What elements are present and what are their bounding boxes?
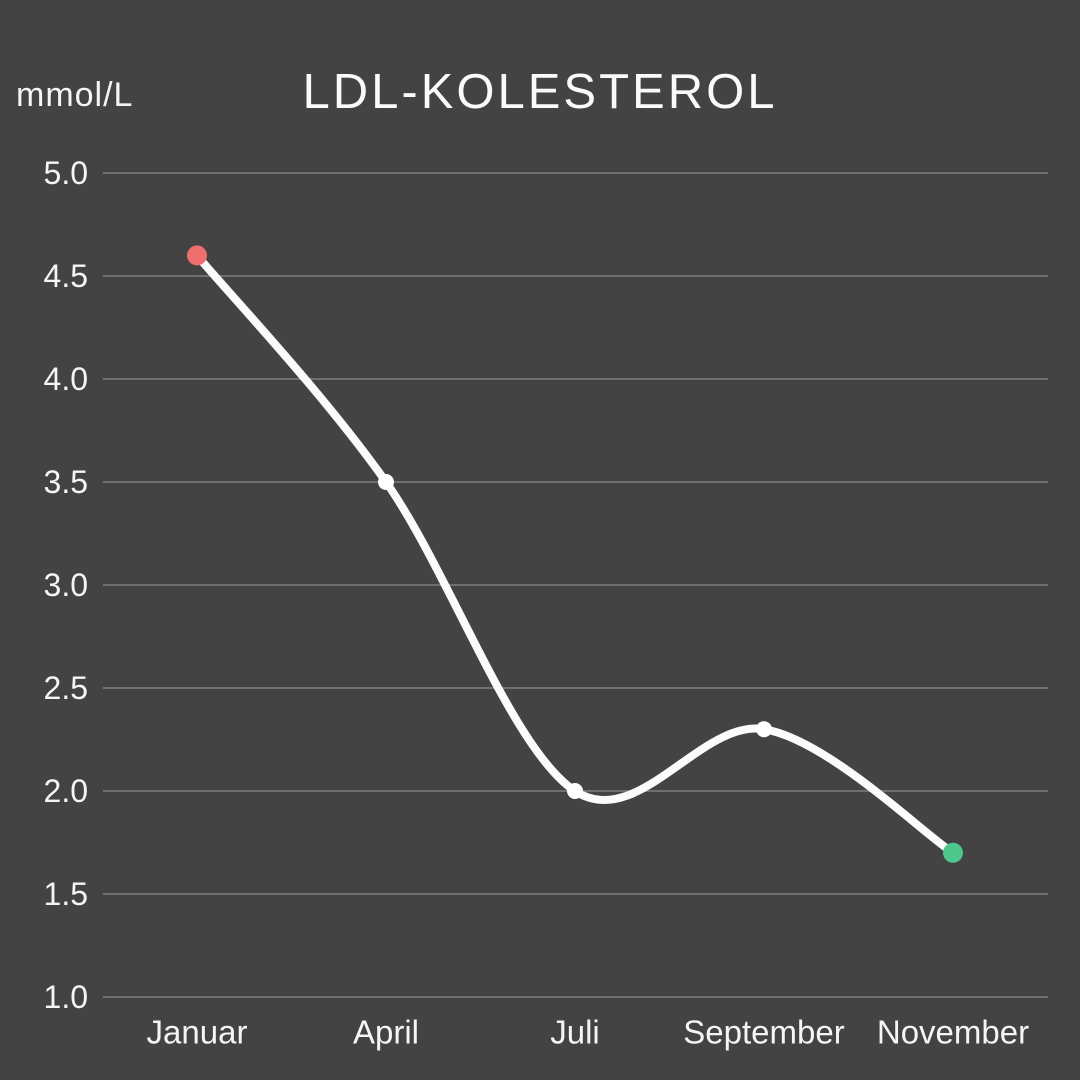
data-point xyxy=(567,783,583,799)
data-point xyxy=(756,721,772,738)
y-tick-label: 2.5 xyxy=(44,670,88,706)
y-axis-unit-label: mmol/L xyxy=(16,76,134,114)
data-point xyxy=(943,842,963,863)
y-tick-label: 1.5 xyxy=(44,876,88,912)
data-point xyxy=(378,474,394,490)
y-tick-label: 4.0 xyxy=(44,361,88,397)
x-tick-label: November xyxy=(877,1014,1029,1051)
x-tick-label: September xyxy=(683,1014,844,1051)
data-line xyxy=(193,251,957,857)
x-tick-label: Juli xyxy=(550,1014,600,1051)
x-tick-label: April xyxy=(353,1014,419,1051)
y-tick-label: 3.5 xyxy=(44,464,88,500)
y-tick-label: 2.0 xyxy=(44,773,88,809)
data-point xyxy=(187,245,207,266)
y-tick-label: 1.0 xyxy=(44,979,88,1015)
y-tick-label: 5.0 xyxy=(44,155,88,191)
y-tick-label: 3.0 xyxy=(44,567,88,603)
chart-title: LDL-KOLESTEROL xyxy=(302,65,778,119)
y-tick-label: 4.5 xyxy=(44,258,88,294)
x-tick-label: Januar xyxy=(147,1014,248,1051)
